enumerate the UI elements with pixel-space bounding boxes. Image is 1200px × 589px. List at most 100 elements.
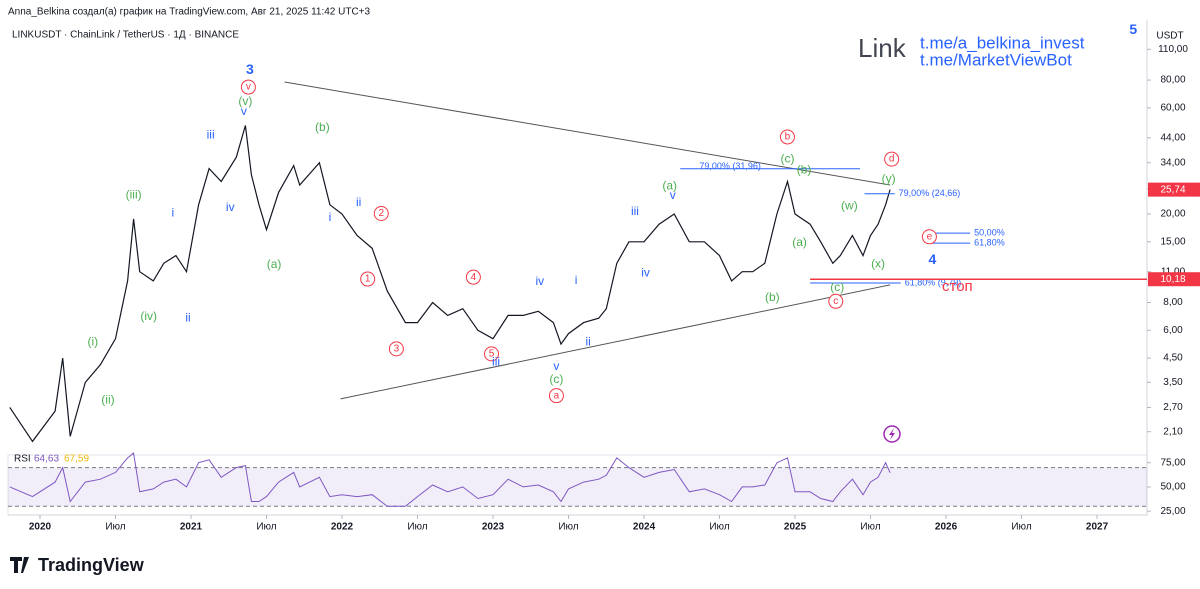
x-tick-label: 2027 — [1086, 522, 1109, 533]
wave-label: (v) — [238, 94, 252, 108]
wave-label: v — [241, 104, 247, 118]
stop-tag-label: 10,18 — [1160, 274, 1185, 285]
logo-mark — [10, 557, 29, 573]
rsi-line — [9, 452, 891, 507]
wave-label: iv — [641, 266, 650, 280]
wave-label: iii — [631, 204, 639, 218]
last-price-tag — [1148, 182, 1200, 197]
y-tick-label: 15,00 — [1160, 236, 1185, 247]
wave-label: (ii) — [101, 393, 114, 407]
wave-label: a — [554, 390, 560, 401]
wave-label: v — [246, 82, 251, 93]
x-tick-label: Июл — [105, 522, 125, 533]
wave-circle — [465, 269, 481, 285]
x-tick-label: Июл — [256, 522, 276, 533]
wave-label: 5 — [489, 349, 495, 360]
y-tick-label: 20,00 — [1160, 209, 1185, 220]
y-tick-label: 3,50 — [1163, 377, 1183, 388]
trendline — [340, 284, 891, 400]
y-tick-label: 34,00 — [1160, 157, 1185, 168]
x-tick-label: 2021 — [180, 522, 203, 533]
y-tick-label: 4,50 — [1163, 353, 1183, 364]
wave-label: (c) — [549, 372, 563, 386]
wave-label: (y) — [882, 171, 896, 185]
x-tick-label: 2020 — [29, 522, 52, 533]
wave-label: ii — [356, 195, 361, 209]
wave-circle — [828, 293, 844, 309]
wave-circle — [373, 206, 389, 222]
y-tick-label: 8,00 — [1163, 297, 1183, 308]
rsi-name: RSI — [14, 454, 31, 465]
x-tick-label: Июл — [407, 522, 427, 533]
x-tick-label: Июл — [860, 522, 880, 533]
wave-circle — [388, 341, 404, 357]
wave-label: iv — [535, 274, 544, 288]
wave-label: i — [329, 210, 332, 224]
fib-label: 50,00% — [974, 228, 1005, 238]
stop-tag — [1148, 272, 1200, 287]
wave-circle — [921, 229, 937, 245]
wave-label: (b) — [315, 120, 330, 134]
x-tick-label: Июл — [709, 522, 729, 533]
wave-label: d — [889, 154, 895, 165]
y-tick-label: 80,00 — [1160, 75, 1185, 86]
wave-label: (a) — [267, 257, 282, 271]
wave-label: 4 — [471, 272, 477, 283]
wave-label: 4 — [929, 251, 937, 267]
wave-label: (iii) — [126, 187, 142, 201]
y-tick-label: 11,00 — [1161, 266, 1186, 277]
wave-label: e — [927, 231, 933, 242]
wave-label: ii — [585, 334, 590, 348]
x-tick-label: 2024 — [633, 522, 656, 533]
fib-label: 79,00% (31,96) — [699, 161, 761, 171]
wave-label: (b) — [765, 290, 780, 304]
rsi-tick-label: 25,00 — [1160, 506, 1185, 517]
wave-label: (a) — [792, 235, 807, 249]
wave-label: b — [785, 132, 791, 143]
wave-label: 3 — [246, 61, 254, 77]
fib-label: 61,80% — [974, 237, 1005, 247]
wave-label: (w) — [841, 198, 858, 212]
x-tick-label: 2022 — [331, 522, 354, 533]
symbol: LINKUSDT · ChainLink / TetherUS · 1Д · B… — [12, 30, 239, 41]
wave-label: (a) — [662, 178, 677, 192]
x-tick-label: Июл — [1011, 522, 1031, 533]
wave-label: iv — [226, 200, 235, 214]
watermark-title: Link — [858, 33, 907, 63]
y-tick-label: 110,00 — [1158, 44, 1188, 55]
x-tick-label: Июл — [558, 522, 578, 533]
wave-label: 3 — [394, 344, 400, 355]
wave-label: 2 — [378, 208, 384, 219]
rsi-tick-label: 50,00 — [1160, 482, 1185, 493]
x-tick-label: 2023 — [482, 522, 505, 533]
wave-circle — [548, 388, 564, 404]
credit: Anna_Belkina создал(а) график на Trading… — [8, 6, 371, 18]
wave-label: 1 — [365, 274, 371, 285]
wave-circle — [360, 271, 376, 287]
wave-circle — [779, 129, 795, 145]
wave-label: iii — [492, 355, 500, 369]
wave-circle — [884, 151, 900, 167]
rsi-tick-label: 75,00 — [1160, 457, 1185, 468]
wave-label: i — [575, 273, 578, 287]
wave-label: c — [833, 296, 838, 307]
wave-circle — [240, 79, 256, 95]
wave-label: v — [670, 188, 676, 202]
wave-label: v — [553, 359, 559, 373]
rsi-legend-value: 67,59 — [64, 454, 89, 465]
wave-label: ii — [185, 310, 190, 324]
x-tick-label: 2026 — [935, 522, 958, 533]
y-tick-label: 2,10 — [1163, 426, 1183, 437]
y-tick-label: 6,00 — [1163, 325, 1183, 336]
last-price-label: 25,74 — [1160, 184, 1185, 195]
event-icon-bolt — [889, 428, 895, 440]
price-line — [9, 125, 891, 443]
currency: USDT — [1156, 31, 1183, 42]
wave-label: iii — [207, 127, 215, 141]
wave-circle — [484, 346, 500, 362]
wave-label: (b) — [797, 162, 812, 176]
rsi-legend-value: 64,63 — [34, 454, 59, 465]
wave-label: (c) — [780, 151, 794, 165]
fib-label: 79,00% (24,66) — [899, 188, 961, 198]
